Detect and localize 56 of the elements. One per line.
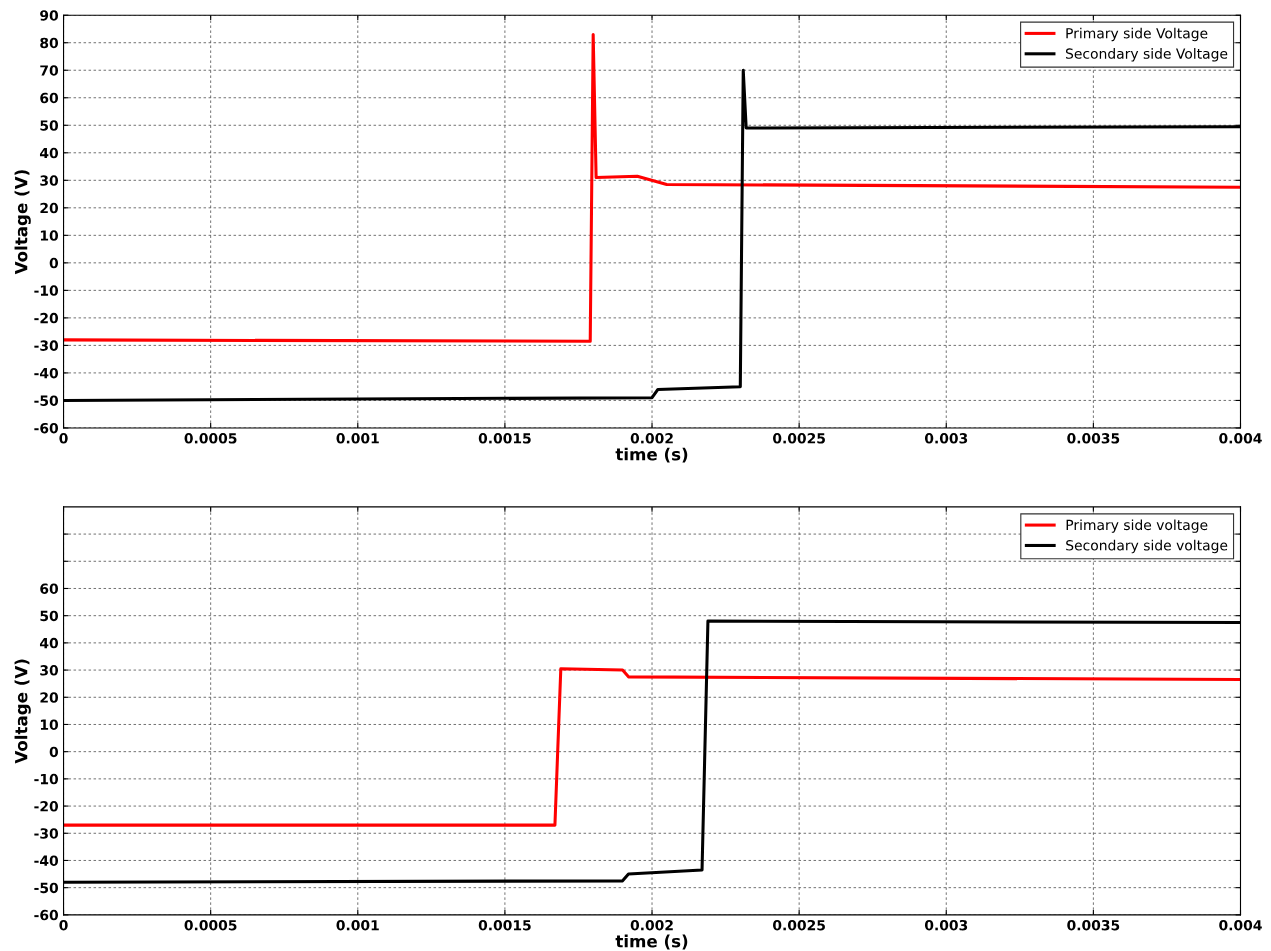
x-tick-label: 0 <box>59 919 68 931</box>
x-tick-label: 0.0015 <box>478 919 531 931</box>
legend-label: Primary side voltage <box>1066 519 1208 533</box>
y-tick-label: -60 <box>34 909 59 921</box>
y-tick-label: -30 <box>34 340 59 351</box>
y-tick-label: 50 <box>40 610 59 622</box>
y-tick-label: 30 <box>40 175 59 186</box>
x-tick-label: 0.001 <box>336 919 379 931</box>
x-tick-label: 0.0025 <box>773 919 825 931</box>
y-tick-label: 60 <box>40 583 59 594</box>
y-tick-label: -40 <box>34 367 59 379</box>
x-tick-label: 0.0025 <box>773 433 825 444</box>
y-tick-label: -30 <box>34 828 59 839</box>
y-tick-label: 60 <box>40 92 59 104</box>
x-tick-label: 0.002 <box>630 433 673 444</box>
y-tick-label: -50 <box>34 882 59 894</box>
x-tick-label: 0.0035 <box>1067 919 1120 931</box>
y-tick-label: 90 <box>40 10 59 21</box>
y-tick-label: -10 <box>34 285 59 296</box>
x-tick-label: 0.001 <box>336 433 379 444</box>
x-tick-label: 0.003 <box>924 919 968 931</box>
y-tick-label: 10 <box>40 230 59 241</box>
x-tick-label: 0.0035 <box>1067 433 1120 444</box>
x-tick-label: 0.0015 <box>478 433 531 444</box>
y-tick-label: 10 <box>40 719 59 730</box>
y-tick-label: 70 <box>40 65 59 76</box>
x-tick-label: 0.002 <box>630 919 673 931</box>
y-tick-label: 40 <box>39 147 59 159</box>
x-tick-label: 0.004 <box>1219 919 1262 931</box>
y-axis-title: Voltage (V) <box>14 170 31 275</box>
legend-label: Secondary side voltage <box>1066 539 1228 554</box>
x-tick-label: 0.004 <box>1219 433 1262 444</box>
y-tick-label: 20 <box>40 202 59 214</box>
y-tick-label: 50 <box>40 120 59 131</box>
y-tick-label: -40 <box>34 855 59 866</box>
y-tick-label: 80 <box>40 37 59 49</box>
x-axis-title: time (s) <box>615 447 688 463</box>
y-tick-label: 0 <box>49 746 59 758</box>
x-tick-label: 0.0005 <box>184 919 237 931</box>
y-tick-label: -60 <box>34 422 59 434</box>
y-tick-label: 0 <box>49 257 59 269</box>
x-tick-label: 0.0005 <box>184 433 237 444</box>
x-tick-label: 0.003 <box>924 433 968 444</box>
line-series <box>63 667 1241 827</box>
y-tick-label: -10 <box>34 773 59 785</box>
y-tick-label: -20 <box>34 312 59 324</box>
y-tick-label: -50 <box>34 395 59 406</box>
legend-label: Primary side Voltage <box>1066 27 1208 42</box>
y-tick-label: 30 <box>40 665 59 676</box>
x-tick-label: 0 <box>59 433 68 444</box>
y-tick-label: 40 <box>39 637 59 649</box>
x-axis-title: time (s) <box>615 934 688 950</box>
legend-label: Secondary side Voltage <box>1065 48 1228 62</box>
y-tick-label: 20 <box>40 692 59 703</box>
y-tick-label: -20 <box>34 801 59 812</box>
y-axis-title: Voltage (V) <box>14 659 31 764</box>
